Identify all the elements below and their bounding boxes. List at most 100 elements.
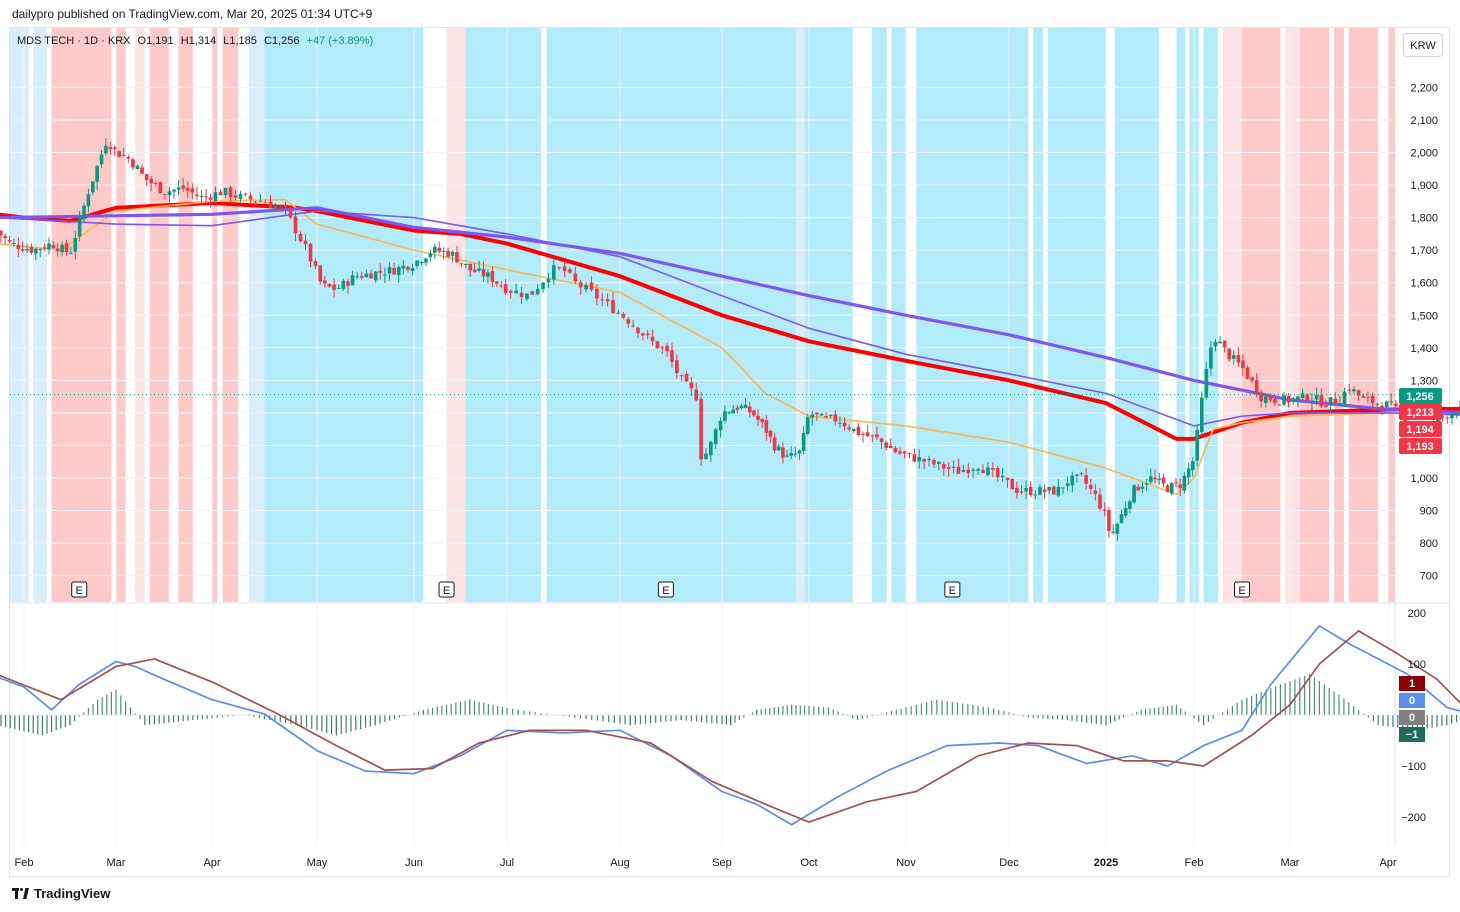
candle-body [568, 269, 572, 273]
candle-body [530, 291, 535, 295]
candle [1204, 361, 1209, 400]
price-label: 1,194 [1399, 421, 1442, 437]
candle [121, 147, 126, 157]
candle-body [1019, 491, 1024, 493]
candle-body [1338, 403, 1342, 406]
earnings-marker-label: E [662, 585, 669, 597]
candle [568, 267, 572, 274]
candle [446, 247, 450, 259]
candle-body [789, 453, 793, 456]
candle [1123, 501, 1128, 518]
candle-body [406, 266, 410, 270]
candle-body [1263, 396, 1268, 403]
candle-body [1144, 483, 1149, 485]
candle [981, 464, 985, 474]
candle [313, 258, 318, 269]
candle [387, 262, 392, 281]
candle [847, 424, 851, 432]
candle [1052, 485, 1056, 495]
candle-body [47, 243, 51, 250]
time-tick-label: Jul [500, 857, 514, 869]
candle [1079, 472, 1084, 477]
candle [631, 319, 635, 328]
oscillator-tick-label: 100 [1408, 659, 1426, 671]
candle [852, 428, 856, 433]
candle [1236, 347, 1241, 367]
candle [243, 192, 248, 196]
candle-body [1361, 395, 1366, 398]
earnings-marker-label: E [443, 585, 450, 597]
candle [1314, 387, 1319, 406]
candle-body [428, 253, 433, 258]
candle-body [514, 290, 518, 294]
candle-body [912, 454, 917, 462]
price-tick-label: 2,100 [1410, 115, 1438, 127]
candle [369, 269, 373, 279]
earnings-marker-label: E [76, 585, 83, 597]
price-tick-label: 900 [1420, 506, 1438, 518]
candle [503, 279, 508, 296]
candle [870, 434, 875, 443]
candle-body [1222, 340, 1227, 348]
candle [793, 446, 798, 457]
candle [248, 192, 253, 204]
candle-body [450, 251, 455, 256]
candle [1119, 509, 1124, 524]
candle-body [1088, 484, 1093, 489]
candle-body [303, 240, 308, 245]
candle [879, 437, 884, 449]
candle-body [1169, 483, 1174, 494]
candle [7, 235, 12, 244]
candle-body [752, 410, 756, 416]
candle [1328, 397, 1333, 413]
candle [752, 409, 756, 417]
candle [636, 326, 640, 339]
candle [1047, 486, 1051, 495]
time-tick-label: May [307, 857, 328, 869]
candle [1259, 389, 1263, 408]
candle-body [535, 289, 540, 295]
candle [1352, 386, 1356, 394]
earnings-marker-box [438, 581, 455, 598]
candle [268, 194, 273, 208]
candle-body [455, 252, 459, 263]
earnings-marker: E [71, 581, 88, 598]
earnings-marker-label: E [949, 585, 956, 597]
candle [73, 230, 78, 260]
candle [718, 417, 723, 438]
candle [415, 259, 419, 269]
candle-body [446, 250, 450, 257]
candle-body [263, 202, 268, 204]
candle [450, 250, 455, 262]
candle-body [144, 173, 149, 180]
candle [419, 260, 424, 266]
candle [293, 211, 298, 242]
candle-body [645, 333, 650, 336]
footer-brand[interactable]: TradingView [12, 886, 110, 901]
candle-body [1005, 477, 1010, 481]
candle-body [747, 406, 752, 413]
candle-body [248, 195, 253, 200]
earnings-marker-box [71, 581, 88, 598]
candle [1305, 393, 1310, 403]
candle [428, 249, 433, 262]
candle-body [0, 230, 3, 236]
candle-body [1347, 389, 1352, 391]
candle [396, 264, 401, 283]
candle-body [1305, 394, 1310, 402]
candle-body [884, 442, 888, 448]
candle [1296, 395, 1300, 408]
candle-body [327, 283, 332, 287]
candle-body [288, 207, 293, 218]
candle-body [922, 459, 926, 462]
candle [660, 345, 665, 354]
currency-button[interactable]: KRW [1403, 33, 1443, 57]
earnings-marker-box [944, 581, 961, 598]
candle-body [1075, 474, 1079, 476]
candle-body [1186, 468, 1191, 478]
candle-body [631, 325, 635, 327]
candle-body [573, 273, 578, 282]
candle [805, 413, 810, 436]
time-tick-label: Mar [107, 857, 126, 869]
